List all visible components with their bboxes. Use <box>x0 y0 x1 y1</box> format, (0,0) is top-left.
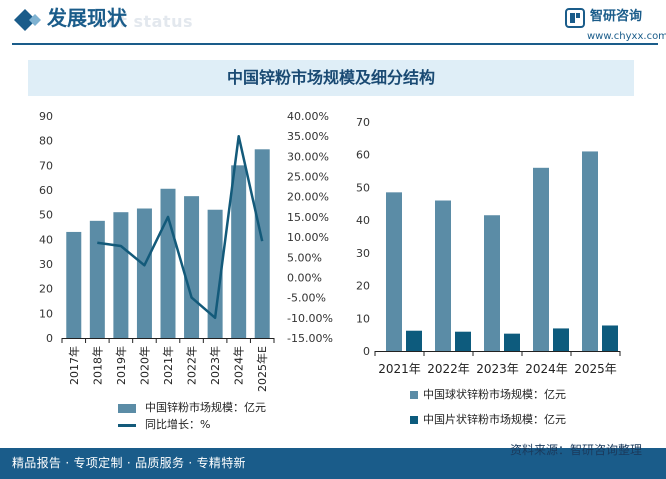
x-category-label: 2025年E <box>255 346 269 392</box>
left-y-tick-label: 30 <box>39 258 53 271</box>
right-y-tick-label: 15.00% <box>287 211 329 224</box>
left-y-tick-label: 70 <box>39 159 53 172</box>
brand-name: 智研咨询 <box>590 9 643 24</box>
left-y-tick-label: 10 <box>39 307 53 320</box>
market-size-bar <box>207 209 223 338</box>
market-size-bar <box>184 196 200 338</box>
market-size-bar <box>136 208 152 338</box>
right-chart-y-tick-label: 10 <box>356 312 370 325</box>
market-size-bar <box>254 149 270 338</box>
right-x-category-label: 2022年 <box>427 362 470 376</box>
right-y-tick-label: -10.00% <box>287 312 333 325</box>
right-x-category-label: 2024年 <box>525 362 568 376</box>
header-watermark-text: ent status <box>96 12 193 31</box>
market-size-bar <box>231 165 247 338</box>
left-y-tick-label: 50 <box>39 209 53 222</box>
legend-label-spherical: 中国球状锌粉市场规模：亿元 <box>423 388 566 401</box>
flake-zinc-bar <box>602 325 618 351</box>
source-note: 资料来源：智研咨询整理 <box>510 443 643 457</box>
footer-bar <box>0 448 666 479</box>
market-size-bar <box>89 220 105 338</box>
header-divider <box>12 43 658 45</box>
x-category-label: 2019年 <box>114 346 128 385</box>
left-y-tick-label: 90 <box>39 110 53 123</box>
left-y-tick-label: 80 <box>39 135 53 148</box>
x-category-label: 2022年 <box>185 346 199 385</box>
right-chart-y-tick-label: 20 <box>356 280 370 293</box>
flake-zinc-bar <box>553 328 569 351</box>
right-x-category-label: 2025年 <box>574 362 617 376</box>
brand-url: www.chyxx.com <box>587 31 666 42</box>
legend-swatch-spherical <box>410 391 418 399</box>
market-size-bar <box>66 231 82 338</box>
right-x-category-label: 2021年 <box>378 362 421 376</box>
right-y-tick-label: 5.00% <box>287 251 322 264</box>
right-chart-y-tick-label: 50 <box>356 181 370 194</box>
right-chart-y-tick-label: 30 <box>356 247 370 260</box>
flake-zinc-bar <box>504 333 520 351</box>
x-category-label: 2021年 <box>161 346 175 385</box>
left-y-tick-label: 60 <box>39 184 53 197</box>
chart-title-banner: 中国锌粉市场规模及细分结构 <box>28 60 634 96</box>
x-category-label: 2023年 <box>208 346 222 385</box>
legend-swatch-market-size <box>118 404 136 413</box>
legend-label-flake: 中国片状锌粉市场规模：亿元 <box>423 413 566 426</box>
right-y-tick-label: -5.00% <box>287 292 326 305</box>
brand-logo-icon <box>565 8 585 28</box>
legend-label-growth: 同比增长：% <box>145 418 211 431</box>
footer-tagline: 精品报告 · 专项定制 · 品质服务 · 专精特新 <box>12 456 246 470</box>
legend-swatch-flake <box>410 416 418 424</box>
spherical-zinc-bar <box>484 215 500 351</box>
spherical-zinc-bar <box>435 200 451 351</box>
right-chart-y-tick-label: 40 <box>356 214 370 227</box>
x-category-label: 2020年 <box>137 346 151 385</box>
x-category-label: 2017年 <box>67 346 81 385</box>
header-diamond-icon <box>14 9 41 31</box>
x-category-label: 2024年 <box>232 346 246 385</box>
right-y-tick-label: 10.00% <box>287 231 329 244</box>
right-y-tick-label: 25.00% <box>287 171 329 184</box>
legend-line-growth <box>118 424 136 427</box>
right-x-category-label: 2023年 <box>476 362 519 376</box>
page-title: 发展现状 <box>47 6 127 30</box>
legend-label-market-size: 中国锌粉市场规模：亿元 <box>145 401 266 414</box>
flake-zinc-bar <box>455 331 471 351</box>
growth-line <box>97 134 264 320</box>
market-size-bar <box>113 212 129 338</box>
spherical-zinc-bar <box>533 167 549 351</box>
chart-title: 中国锌粉市场规模及细分结构 <box>226 68 435 87</box>
right-y-tick-label: 40.00% <box>287 110 329 123</box>
spherical-zinc-bar <box>386 192 402 351</box>
flake-zinc-bar <box>406 330 422 351</box>
market-size-chart: 0 10 20 30 40 50 60 70 80 90 -15.00% -10.00% -5.00% 0… <box>39 110 333 392</box>
right-chart-y-tick-label: 0 <box>363 345 370 358</box>
left-y-tick-label: 0 <box>46 332 53 345</box>
segment-structure-chart: 0 10 20 30 40 50 60 70 2021年 2022年 2023年 2024年 2025年 <box>356 116 621 376</box>
right-y-tick-label: 35.00% <box>287 130 329 143</box>
right-y-tick-label: 0.00% <box>287 271 322 284</box>
right-chart-y-tick-label: 60 <box>356 149 370 162</box>
left-y-tick-label: 40 <box>39 233 53 246</box>
right-chart-y-tick-label: 70 <box>356 116 370 129</box>
right-y-tick-label: 20.00% <box>287 191 329 204</box>
right-y-tick-label: -15.00% <box>287 332 333 345</box>
x-category-label: 2018年 <box>90 346 104 385</box>
spherical-zinc-bar <box>582 151 598 351</box>
right-y-tick-label: 30.00% <box>287 150 329 163</box>
market-size-bar <box>160 188 176 338</box>
left-y-tick-label: 20 <box>39 283 53 296</box>
